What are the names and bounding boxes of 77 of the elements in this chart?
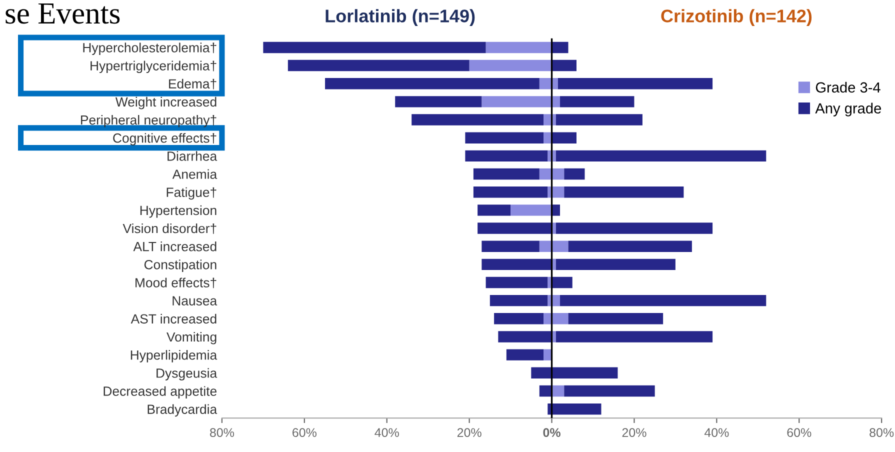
bar xyxy=(560,96,634,108)
y-tick-label: Anemia xyxy=(172,169,218,179)
bar xyxy=(482,258,552,270)
bar xyxy=(556,222,713,234)
bar xyxy=(465,150,548,162)
bar xyxy=(482,240,540,252)
y-tick-label: Vision disorder† xyxy=(122,223,216,234)
x-tick-label: 40% xyxy=(374,428,399,438)
bar xyxy=(556,331,713,342)
bar xyxy=(552,276,572,288)
bar xyxy=(539,385,552,397)
bar xyxy=(395,96,482,108)
y-tick-label: Mood effects† xyxy=(136,278,216,288)
x-tick-label: 40% xyxy=(704,428,729,438)
x-tick-label: 80% xyxy=(870,428,894,438)
x-tick-label: 20% xyxy=(622,428,646,438)
bar xyxy=(486,42,552,54)
text: Lorlatinib (n=149) xyxy=(326,9,475,26)
y-tick-label: Fatigue† xyxy=(166,187,216,200)
bar xyxy=(473,186,548,198)
bar xyxy=(412,114,544,126)
x-tick-label: 80% xyxy=(210,428,234,438)
bar xyxy=(510,204,552,216)
bar xyxy=(556,258,676,270)
bar xyxy=(263,42,486,54)
y-tick-label: Hypertriglyceridemia† xyxy=(90,60,216,74)
y-tick-label: Diarrhea xyxy=(168,151,218,161)
y-tick-label: Weight increased xyxy=(115,96,216,110)
bar xyxy=(465,132,544,144)
bar xyxy=(478,222,552,234)
legend-label: Any grade xyxy=(815,102,881,116)
bar xyxy=(490,294,548,306)
bar xyxy=(478,204,511,216)
bar xyxy=(552,403,602,415)
y-tick-label: Vomiting xyxy=(166,332,216,344)
y-tick-label: Hypercholesterolemia† xyxy=(83,42,216,55)
bar xyxy=(564,186,684,198)
y-tick-label: Dysgeusia xyxy=(156,368,218,380)
y-tick-label: Edema† xyxy=(169,78,216,90)
bar xyxy=(494,313,544,324)
chart-title: se Events xyxy=(6,3,120,24)
y-tick-label: Nausea xyxy=(172,296,218,306)
x-tick-label: 0% xyxy=(543,428,560,438)
y-tick-label: Hyperlipidemia xyxy=(130,350,218,362)
bar xyxy=(558,78,713,90)
bar xyxy=(325,78,540,90)
y-tick-label: Constipation xyxy=(144,260,216,272)
y-tick-label: ALT increased xyxy=(133,242,216,252)
bar xyxy=(288,60,470,72)
bar xyxy=(556,114,642,126)
bar xyxy=(568,313,664,324)
y-tick-label: Peripheral neuropathy† xyxy=(81,115,216,128)
y-tick-label: Hypertension xyxy=(140,205,216,218)
bar xyxy=(486,276,548,288)
x-tick-label: 60% xyxy=(787,428,812,438)
bar xyxy=(469,60,552,72)
bar xyxy=(552,42,568,54)
bar xyxy=(568,240,692,252)
bar xyxy=(552,132,577,144)
bar xyxy=(552,186,564,198)
bar xyxy=(564,168,585,180)
bar xyxy=(556,150,766,162)
bar xyxy=(506,349,544,360)
y-tick-label: Cognitive effects† xyxy=(113,133,216,146)
x-tick-label: 20% xyxy=(457,428,482,438)
y-tick-label: AST increased xyxy=(130,314,216,324)
bar xyxy=(552,385,564,397)
bar xyxy=(560,294,766,306)
bar xyxy=(564,385,655,397)
bar xyxy=(552,60,577,72)
bar xyxy=(498,331,552,342)
legend-label: Grade 3-4 xyxy=(816,82,880,93)
x-tick-label: 60% xyxy=(292,428,316,438)
bar xyxy=(473,168,540,180)
y-tick-label: Decreased appetite xyxy=(104,386,217,398)
text: Crizotinib (n=142) xyxy=(661,9,812,26)
y-tick-label: Bradycardia xyxy=(148,404,218,417)
